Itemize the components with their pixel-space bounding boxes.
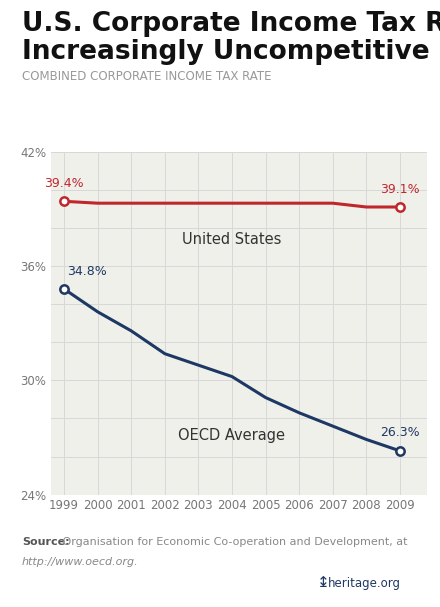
Text: 39.4%: 39.4% (44, 177, 84, 190)
Text: 34.8%: 34.8% (67, 265, 107, 277)
Text: 39.1%: 39.1% (380, 183, 420, 195)
Text: heritage.org: heritage.org (327, 577, 400, 590)
Text: http://www.oecd.org.: http://www.oecd.org. (22, 557, 139, 566)
Text: Increasingly Uncompetitive: Increasingly Uncompetitive (22, 39, 429, 66)
Text: OECD Average: OECD Average (179, 428, 286, 443)
Text: Source:: Source: (22, 537, 70, 547)
Text: ↨: ↨ (317, 575, 330, 590)
Text: United States: United States (182, 232, 282, 247)
Text: Organisation for Economic Co-operation and Development, at: Organisation for Economic Co-operation a… (59, 537, 408, 547)
Text: COMBINED CORPORATE INCOME TAX RATE: COMBINED CORPORATE INCOME TAX RATE (22, 70, 271, 83)
Text: U.S. Corporate Income Tax Rate Is: U.S. Corporate Income Tax Rate Is (22, 11, 440, 37)
Text: 26.3%: 26.3% (380, 427, 420, 439)
